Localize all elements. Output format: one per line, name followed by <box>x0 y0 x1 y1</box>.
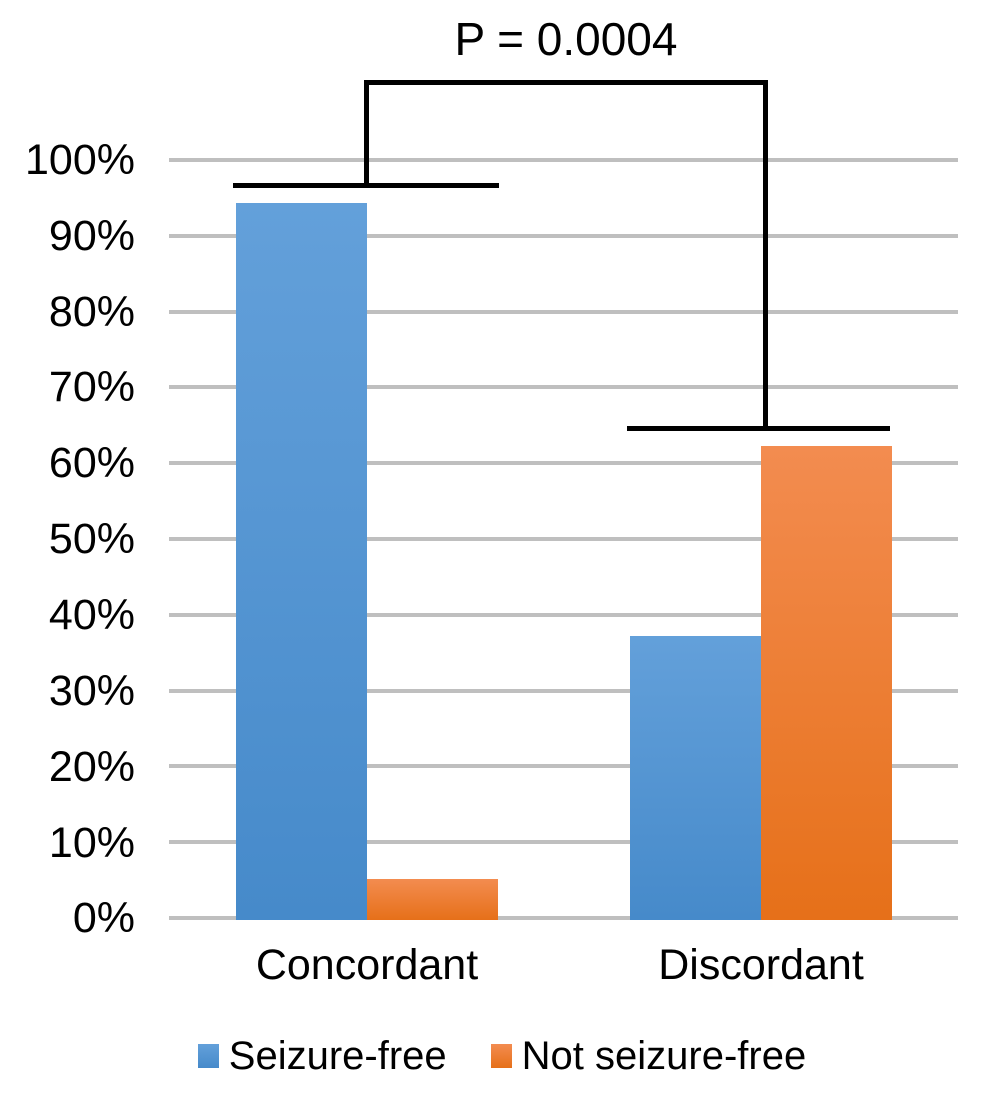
y-axis-tick-label: 50% <box>48 515 135 563</box>
x-axis-category-label-discordant: Discordant <box>658 941 864 989</box>
p-value-annotation: P = 0.0004 <box>454 13 678 65</box>
bar-concordant-not-seizure-free <box>367 879 498 920</box>
gridline-40pct <box>169 613 958 617</box>
gridline-50pct <box>169 537 958 541</box>
y-axis-tick-label: 90% <box>48 212 135 260</box>
legend-label-seizure-free: Seizure-free <box>228 1034 447 1078</box>
gridline-0pct <box>169 916 958 920</box>
gridline-10pct <box>169 840 958 844</box>
y-axis-tick-label: 80% <box>48 288 135 336</box>
significance-bracket-discordant-bar <box>627 426 890 431</box>
y-axis-tick-label: 0% <box>72 894 135 942</box>
significance-bracket-concordant-bar <box>233 183 499 188</box>
y-axis-tick-label: 100% <box>25 136 135 184</box>
y-axis-tick-label: 30% <box>48 667 135 715</box>
significance-bracket-top-line <box>364 80 768 85</box>
y-axis-tick-label: 10% <box>48 819 135 867</box>
legend: Seizure-free Not seizure-free <box>0 1032 1004 1080</box>
significance-bracket-left-leg <box>364 80 369 188</box>
legend-swatch-blue-icon <box>197 1044 219 1068</box>
gridline-90pct <box>169 234 958 238</box>
legend-item-not-seizure-free: Not seizure-free <box>490 1032 807 1080</box>
legend-item-seizure-free: Seizure-free <box>197 1032 447 1080</box>
legend-swatch-orange-icon <box>490 1044 512 1068</box>
y-axis-tick-label: 20% <box>48 743 135 791</box>
gridline-20pct <box>169 764 958 768</box>
y-axis-tick-label: 70% <box>48 363 135 411</box>
significance-bracket-right-leg <box>763 80 768 431</box>
bar-discordant-seizure-free <box>630 636 761 920</box>
gridline-30pct <box>169 689 958 693</box>
bar-discordant-not-seizure-free <box>761 446 892 920</box>
y-axis-tick-label: 40% <box>48 591 135 639</box>
gridline-70pct <box>169 385 958 389</box>
legend-label-not-seizure-free: Not seizure-free <box>521 1034 807 1078</box>
y-axis-tick-label: 60% <box>48 439 135 487</box>
gridline-100pct <box>169 158 958 162</box>
gridline-80pct <box>169 310 958 314</box>
bar-concordant-seizure-free <box>236 203 367 920</box>
x-axis-category-label-concordant: Concordant <box>255 941 479 989</box>
gridline-60pct <box>169 461 958 465</box>
